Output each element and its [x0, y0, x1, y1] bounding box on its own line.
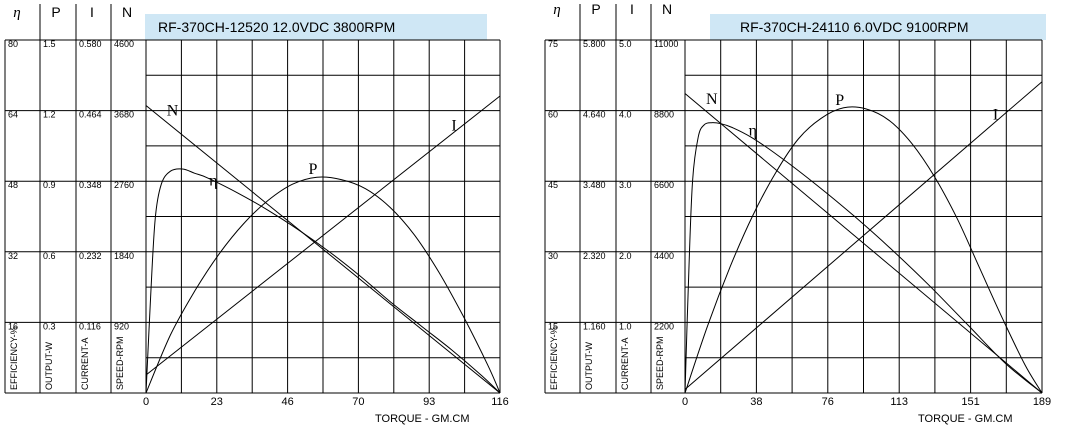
- scale-tick-current: 0.580: [79, 39, 102, 49]
- scale-tick-efficiency: 64: [8, 110, 18, 120]
- x-tick-label: 93: [423, 396, 435, 408]
- x-tick-label: 23: [211, 396, 223, 408]
- scale-tick-efficiency: 30: [548, 251, 558, 261]
- scale-label-current: CURRENT-A: [620, 337, 630, 390]
- scale-tick-speed: 4400: [654, 251, 674, 261]
- scale-header-current: I: [630, 1, 634, 17]
- scale-label-efficiency: EFFICIENCY-%: [549, 326, 559, 390]
- scale-tick-current: 3.0: [619, 180, 632, 190]
- series-label-current: I: [993, 107, 998, 124]
- scale-tick-current: 2.0: [619, 251, 632, 261]
- series-line-efficiency: [684, 122, 1043, 394]
- series-label-speed: N: [706, 91, 718, 108]
- scale-tick-output: 3.480: [583, 180, 606, 190]
- chart-title-band: [145, 14, 487, 40]
- x-axis-label: TORQUE - GM.CM: [375, 413, 470, 425]
- chart-title-band: [710, 14, 1046, 40]
- x-tick-label: 0: [682, 396, 688, 408]
- series-line-current: [684, 81, 1043, 390]
- scale-tick-current: 5.0: [619, 39, 632, 49]
- scale-tick-current: 4.0: [619, 110, 632, 120]
- series-label-speed: N: [167, 103, 179, 120]
- scale-tick-efficiency: 15: [548, 321, 558, 331]
- scale-label-speed: SPEED-RPM: [655, 336, 665, 390]
- scale-tick-output: 1.2: [43, 110, 56, 120]
- scale-label-efficiency: EFFICIENCY-%: [9, 326, 19, 390]
- series-line-efficiency: [145, 168, 501, 394]
- scale-tick-current: 0.116: [79, 321, 101, 331]
- scale-tick-speed: 11000: [654, 39, 678, 49]
- scale-tick-speed: 6600: [654, 180, 674, 190]
- scale-tick-speed: 4600: [114, 39, 134, 49]
- scale-tick-efficiency: 45: [548, 180, 558, 190]
- scale-label-speed: SPEED-RPM: [115, 336, 125, 390]
- scale-tick-current: 1.0: [619, 321, 632, 331]
- x-tick-label: 46: [281, 396, 293, 408]
- scale-header-speed: N: [662, 1, 672, 17]
- scale-tick-efficiency: 48: [8, 180, 18, 190]
- x-tick-label: 76: [822, 396, 834, 408]
- series-line-speed: [145, 105, 501, 394]
- scale-tick-current: 0.232: [79, 251, 102, 261]
- scale-tick-current: 0.348: [79, 180, 102, 190]
- scale-tick-speed: 3680: [114, 110, 134, 120]
- series-label-efficiency: η: [209, 173, 217, 190]
- series-line-speed: [684, 93, 1043, 394]
- scale-tick-output: 4.640: [583, 110, 606, 120]
- x-tick-label: 0: [143, 396, 149, 408]
- series-line-output: [684, 106, 1043, 394]
- x-tick-label: 116: [491, 396, 509, 408]
- scale-tick-output: 0.9: [43, 180, 56, 190]
- series-label-output: P: [835, 92, 844, 109]
- scale-tick-efficiency: 60: [548, 110, 558, 120]
- scale-label-current: CURRENT-A: [80, 337, 90, 390]
- scale-header-efficiency: η: [553, 2, 560, 18]
- scale-header-speed: N: [122, 4, 132, 20]
- scale-tick-output: 5.800: [583, 39, 606, 49]
- scale-label-output: OUTPUT-W: [584, 342, 594, 390]
- scale-header-current: I: [90, 4, 94, 20]
- x-tick-label: 151: [961, 396, 979, 408]
- scale-tick-efficiency: 75: [548, 39, 558, 49]
- chart-title: RF-370CH-12520 12.0VDC 3800RPM: [158, 19, 395, 35]
- scale-tick-speed: 1840: [114, 251, 134, 261]
- chart-1: RF-370CH-12520 12.0VDC 3800RPM η P I N 80 64 48…: [4, 4, 509, 425]
- scale-tick-efficiency: 80: [8, 39, 18, 49]
- x-axis-label: TORQUE - GM.CM: [918, 413, 1013, 425]
- scale-tick-speed: 2760: [114, 180, 134, 190]
- x-tick-label: 113: [890, 396, 908, 408]
- scale-tick-speed: 2200: [654, 321, 674, 331]
- scale-tick-output: 1.160: [583, 321, 606, 331]
- series-line-output: [145, 176, 501, 394]
- chart-2: RF-370CH-24110 6.0VDC 9100RPM η P I N 75 60 45 3…: [544, 1, 1051, 425]
- x-tick-label: 70: [352, 396, 364, 408]
- chart-title: RF-370CH-24110 6.0VDC 9100RPM: [740, 19, 969, 35]
- scale-tick-speed: 8800: [654, 110, 674, 120]
- scale-tick-efficiency: 32: [8, 251, 18, 261]
- scale-tick-output: 0.3: [43, 321, 56, 331]
- scale-tick-output: 1.5: [43, 39, 56, 49]
- scale-header-output: P: [51, 4, 60, 20]
- series-line-current: [145, 95, 501, 376]
- x-tick-label: 189: [1033, 396, 1051, 408]
- x-tick-label: 38: [750, 396, 762, 408]
- scale-tick-output: 0.6: [43, 251, 56, 261]
- scale-tick-speed: 920: [114, 321, 129, 331]
- series-label-output: P: [308, 161, 317, 178]
- scale-label-output: OUTPUT-W: [44, 342, 54, 390]
- series-label-current: I: [451, 117, 456, 134]
- scale-tick-efficiency: 16: [8, 321, 18, 331]
- scale-header-efficiency: η: [13, 5, 20, 21]
- scale-tick-output: 2.320: [583, 251, 606, 261]
- scale-tick-current: 0.464: [79, 110, 102, 120]
- scale-header-output: P: [591, 1, 600, 17]
- series-label-efficiency: η: [749, 123, 757, 140]
